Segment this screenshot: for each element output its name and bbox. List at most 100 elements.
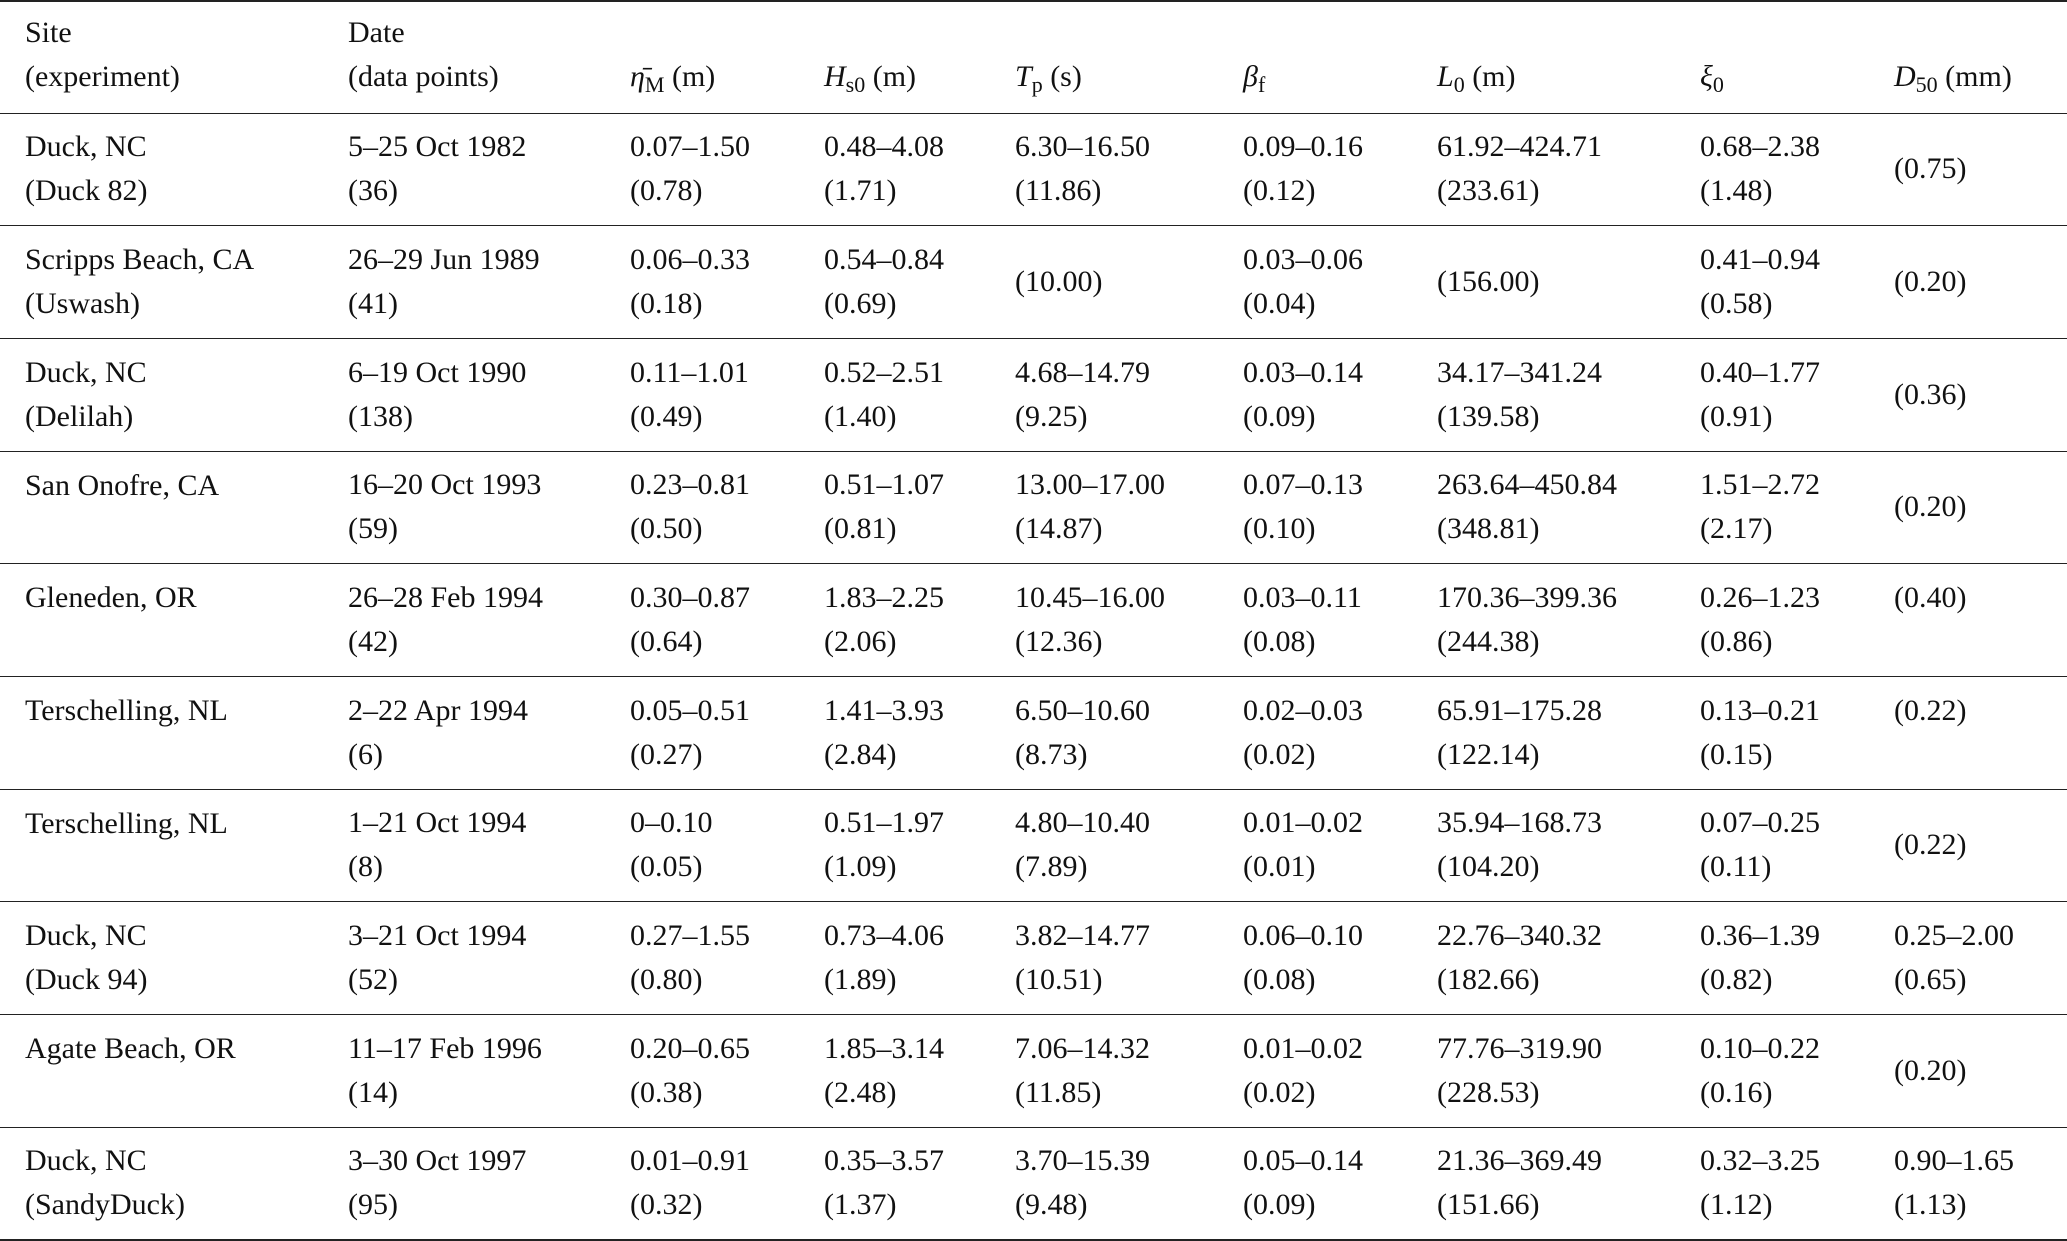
cell-line: 0.06–0.33 [630, 243, 750, 277]
cell-line: Terschelling, NL [25, 693, 228, 727]
cell-line: (1.48) [1700, 174, 1773, 208]
cell-line: (7.89) [1015, 850, 1088, 884]
cell-line: 4.80–10.40 [1015, 806, 1150, 840]
header-symbol: H [824, 59, 846, 93]
header-unit: (m) [1472, 59, 1516, 93]
cell-line: (2.06) [824, 625, 897, 659]
cell-line: Agate Beach, OR [25, 1032, 236, 1065]
cell-line: 26–28 Feb 1994 [348, 581, 543, 615]
cell-line: 0.13–0.21 [1700, 693, 1820, 727]
table-cell: 26–28 Feb 1994 (42) [348, 564, 630, 677]
cell-line: (0.69) [824, 287, 897, 321]
header-line: (data points) [348, 59, 499, 93]
cell-line: 0.06–0.10 [1243, 919, 1363, 953]
table-cell: Gleneden, OR [0, 564, 348, 677]
table-cell: 0.03–0.11 (0.08) [1243, 564, 1437, 677]
table-cell: (0.20) [1894, 451, 2067, 564]
cell-line: 0.01–0.91 [630, 1144, 750, 1178]
header-cell: L0 (m) [1437, 1, 1700, 113]
cell-line: 170.36–399.36 [1437, 581, 1617, 615]
table-cell: Scripps Beach, CA (Uswash) [0, 226, 348, 339]
table-cell: 61.92–424.71 (233.61) [1437, 113, 1700, 226]
table-cell: 6.30–16.50 (11.86) [1015, 113, 1243, 226]
table-cell: 0.32–3.25 (1.12) [1700, 1127, 1894, 1240]
header-line: Date [348, 15, 405, 49]
header-symbol: T [1015, 59, 1032, 93]
cell-line: (182.66) [1437, 963, 1540, 997]
cell-line: 0.27–1.55 [630, 919, 750, 953]
cell-line: (0.22) [1894, 693, 1967, 727]
cell-line: 0.03–0.14 [1243, 355, 1363, 389]
header-cell: Site (experiment) [0, 1, 348, 113]
cell-line: (95) [348, 1188, 398, 1222]
cell-line: (14.87) [1015, 512, 1103, 546]
cell-line: (2.17) [1700, 512, 1773, 546]
table-cell: 6.50–10.60 (8.73) [1015, 676, 1243, 789]
cell-line: (122.14) [1437, 737, 1540, 771]
cell-line: (8) [348, 850, 383, 884]
table-cell: 4.80–10.40 (7.89) [1015, 789, 1243, 902]
table-cell: 0.20–0.65 (0.38) [630, 1015, 824, 1128]
cell-line: 11–17 Feb 1996 [348, 1031, 542, 1065]
table-cell: 0.06–0.33 (0.18) [630, 226, 824, 339]
cell-line: (1.89) [824, 963, 897, 997]
table-cell: (156.00) [1437, 226, 1700, 339]
cell-line: 4.68–14.79 [1015, 355, 1150, 389]
cell-line: (0.04) [1243, 287, 1316, 321]
cell-line: San Onofre, CA [25, 468, 220, 502]
cell-line: 0.36–1.39 [1700, 919, 1820, 953]
cell-line: 0.41–0.94 [1700, 243, 1820, 277]
cell-line: (1.09) [824, 850, 897, 884]
cell-line: (0.11) [1700, 850, 1772, 884]
cell-line: (59) [348, 512, 398, 546]
table-cell: Duck, NC (SandyDuck) [0, 1127, 348, 1240]
header-cell: βf [1243, 1, 1437, 113]
table-cell: 10.45–16.00 (12.36) [1015, 564, 1243, 677]
table-cell: 0.40–1.77 (0.91) [1700, 338, 1894, 451]
cell-line: 0.02–0.03 [1243, 693, 1363, 727]
header-symbol: ξ [1700, 59, 1713, 93]
cell-line: (0.49) [630, 399, 703, 433]
header-unit: (mm) [1945, 59, 2012, 93]
header-cell: ξ0 [1700, 1, 1894, 113]
table-cell: (0.75) [1894, 113, 2067, 226]
table-cell: 26–29 Jun 1989 (41) [348, 226, 630, 339]
header-subscript: M [644, 71, 665, 97]
table-cell: 35.94–168.73 (104.20) [1437, 789, 1700, 902]
cell-line: (12.36) [1015, 625, 1103, 659]
cell-line: (14) [348, 1075, 398, 1109]
cell-line: 13.00–17.00 [1015, 468, 1165, 502]
cell-line: (0.20) [1894, 265, 1967, 299]
cell-line: (0.58) [1700, 287, 1773, 321]
table-cell: 21.36–369.49 (151.66) [1437, 1127, 1700, 1240]
table-cell: 7.06–14.32 (11.85) [1015, 1015, 1243, 1128]
cell-line: 35.94–168.73 [1437, 806, 1602, 840]
cell-line: 0.07–1.50 [630, 130, 750, 164]
table-cell: Duck, NC (Duck 94) [0, 902, 348, 1015]
cell-line: Duck, NC [25, 1144, 147, 1178]
cell-line: (0.38) [630, 1075, 703, 1109]
table-cell: 13.00–17.00 (14.87) [1015, 451, 1243, 564]
cell-line: 0.52–2.51 [824, 355, 944, 389]
table-cell: 0.23–0.81 (0.50) [630, 451, 824, 564]
table-cell: 0.11–1.01 (0.49) [630, 338, 824, 451]
cell-line: 7.06–14.32 [1015, 1031, 1150, 1065]
cell-line: Gleneden, OR [25, 581, 197, 615]
cell-line: (10.00) [1015, 265, 1103, 299]
table-cell: 0.73–4.06 (1.89) [824, 902, 1015, 1015]
cell-line: 61.92–424.71 [1437, 130, 1602, 164]
cell-line: (0.40) [1894, 581, 1967, 615]
cell-line: (0.80) [630, 963, 703, 997]
table-cell: San Onofre, CA [0, 451, 348, 564]
table-cell: 0.06–0.10 (0.08) [1243, 902, 1437, 1015]
cell-line: 0.40–1.77 [1700, 355, 1820, 389]
table-cell: 170.36–399.36 (244.38) [1437, 564, 1700, 677]
table-cell: 3.82–14.77 (10.51) [1015, 902, 1243, 1015]
table-cell: 1–21 Oct 1994 (8) [348, 789, 630, 902]
cell-line: 0.11–1.01 [630, 355, 749, 389]
cell-line: 0.51–1.07 [824, 468, 944, 502]
cell-line: (0.05) [630, 850, 703, 884]
table-cell: 0–0.10 (0.05) [630, 789, 824, 902]
table-cell: 1.41–3.93 (2.84) [824, 676, 1015, 789]
table-row: San Onofre, CA 16–20 Oct 1993 (59) 0.23–0.8… [0, 451, 2067, 564]
